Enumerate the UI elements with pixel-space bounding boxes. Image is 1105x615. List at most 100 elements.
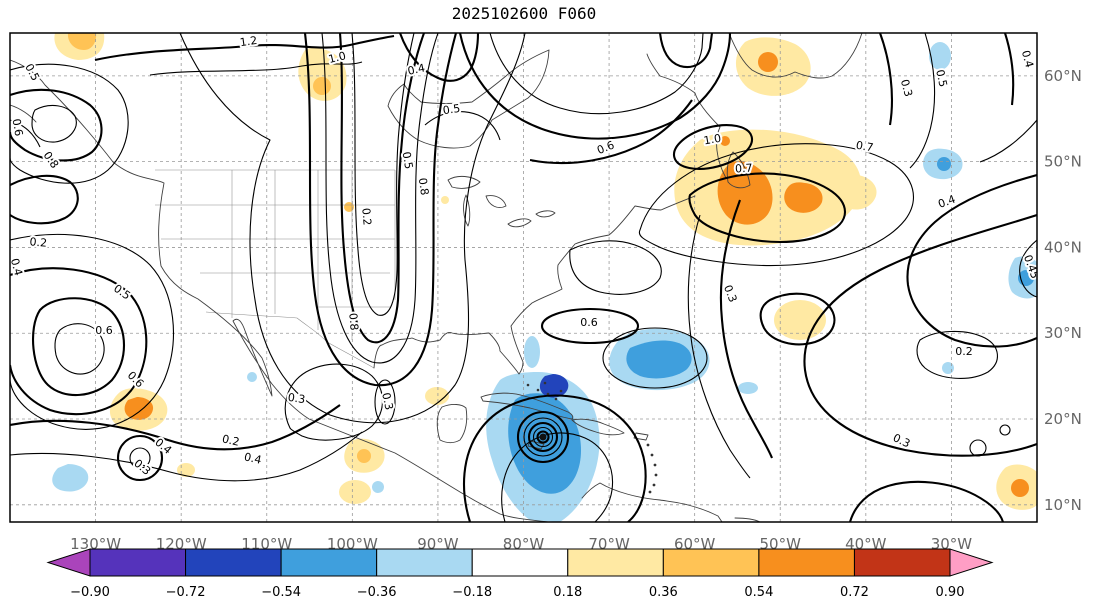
contour-line <box>979 119 1037 163</box>
contour-line <box>759 292 836 346</box>
negative-anomaly-shading <box>942 362 954 374</box>
coastline <box>654 473 658 477</box>
contour-line <box>489 33 704 115</box>
state-border <box>205 311 375 369</box>
positive-anomaly-shading <box>313 77 331 95</box>
coastline <box>447 175 556 228</box>
contour-line <box>909 33 936 169</box>
contour-label: 0.5 <box>111 282 133 303</box>
contour-line <box>1019 239 1037 298</box>
state-borders <box>155 169 396 369</box>
coastline <box>652 483 656 487</box>
contour-label: 0.6 <box>580 316 598 329</box>
contour-label: 0.6 <box>595 138 616 157</box>
coastline <box>527 440 545 450</box>
colorbar-segment <box>758 548 855 577</box>
contour-line <box>10 88 103 162</box>
positive-anomaly-shading <box>344 202 354 212</box>
contour-label: 0.7 <box>855 139 874 155</box>
contour-line <box>338 33 425 344</box>
coastline <box>554 397 558 401</box>
negative-anomaly-shading <box>626 340 692 379</box>
coastline <box>526 383 530 387</box>
cyclone-contour-ring <box>527 421 559 453</box>
cyclone-contour-ring <box>516 410 570 464</box>
colorbar-segment <box>853 548 951 577</box>
coastline <box>653 463 657 467</box>
contour-line <box>31 297 125 397</box>
contour-line <box>916 330 998 379</box>
coastline <box>646 53 727 179</box>
contour-line <box>462 394 647 522</box>
colorbar-segment <box>567 548 664 577</box>
contour-label: 0.3 <box>287 391 306 406</box>
negative-anomaly-shading <box>247 372 257 382</box>
contour-line <box>10 267 148 416</box>
contour-label: 0.2 <box>221 432 241 448</box>
coastline <box>536 388 540 392</box>
contour-line <box>303 33 458 387</box>
figure-title: 2025102600 F060 <box>452 4 597 23</box>
contour-line <box>54 323 105 375</box>
contour-label: 0.7 <box>735 162 753 176</box>
contour-label: 0.4 <box>152 436 174 457</box>
contour-line <box>879 33 893 126</box>
positive-anomaly-shading <box>784 182 823 213</box>
contour-label: 0.5 <box>442 102 461 117</box>
contour-label: 0.3 <box>379 391 395 411</box>
latitude-tick-label: 40°N <box>1044 238 1082 256</box>
coastline <box>726 151 751 189</box>
colorbar-tick-label: 0.54 <box>744 585 773 600</box>
negative-anomaly-shading <box>52 464 89 492</box>
contour-line <box>284 363 384 441</box>
contour-line <box>501 432 614 522</box>
contour-line <box>129 447 151 469</box>
latitude-tick-label: 50°N <box>1044 153 1082 171</box>
negative-anomaly-shading <box>372 481 384 493</box>
contour-label: 0.8 <box>41 149 62 171</box>
contour-label: 1.0 <box>703 132 722 148</box>
contour-line <box>424 111 501 141</box>
contour-line <box>969 439 987 457</box>
colorbar-extend-right-arrow <box>949 548 994 577</box>
contour-line <box>719 199 773 459</box>
coastline <box>648 490 652 494</box>
contour-line <box>672 124 754 170</box>
colorbar-tick-label: −0.90 <box>70 585 110 600</box>
coastline <box>52 92 549 522</box>
contour-line <box>540 307 640 345</box>
positive-anomaly-shading <box>441 196 449 204</box>
colorbar-tick-label: −0.54 <box>261 585 301 600</box>
contour-line <box>638 143 914 267</box>
contour-line <box>999 424 1011 436</box>
positive-anomaly-shading <box>67 33 97 50</box>
cyclone-symbol <box>516 410 570 464</box>
latitude-tick-label: 60°N <box>1044 67 1082 85</box>
negative-anomaly-shading <box>524 336 540 368</box>
coastline <box>646 443 650 447</box>
contour-label: 0.6 <box>125 369 147 391</box>
colorbar-tick-label: −0.18 <box>452 585 492 600</box>
coastlines <box>10 33 863 522</box>
contour-line <box>458 33 732 140</box>
coastline <box>559 389 563 393</box>
contour-label: 0.4 <box>406 61 426 77</box>
contour-line <box>10 404 341 451</box>
positive-anomaly-shading <box>339 480 371 504</box>
colorbar-segment <box>471 548 569 577</box>
positive-anomaly-shading <box>425 387 449 405</box>
positive-anomaly-shading <box>1011 479 1029 497</box>
colorbar-segment <box>280 548 378 577</box>
latitude-tick-label: 30°N <box>1044 324 1082 342</box>
positive-anomaly-shading <box>357 449 371 463</box>
coastline <box>480 392 574 420</box>
colorbar-segment <box>376 548 473 577</box>
negative-anomaly-shading <box>937 157 951 171</box>
map-frame <box>9 32 1038 523</box>
contour-line <box>10 233 174 430</box>
contour-label: 0.3 <box>898 78 915 98</box>
contour-line <box>399 33 480 82</box>
cyclone-contour-ring <box>532 426 554 448</box>
latitude-tick-label: 20°N <box>1044 410 1082 428</box>
